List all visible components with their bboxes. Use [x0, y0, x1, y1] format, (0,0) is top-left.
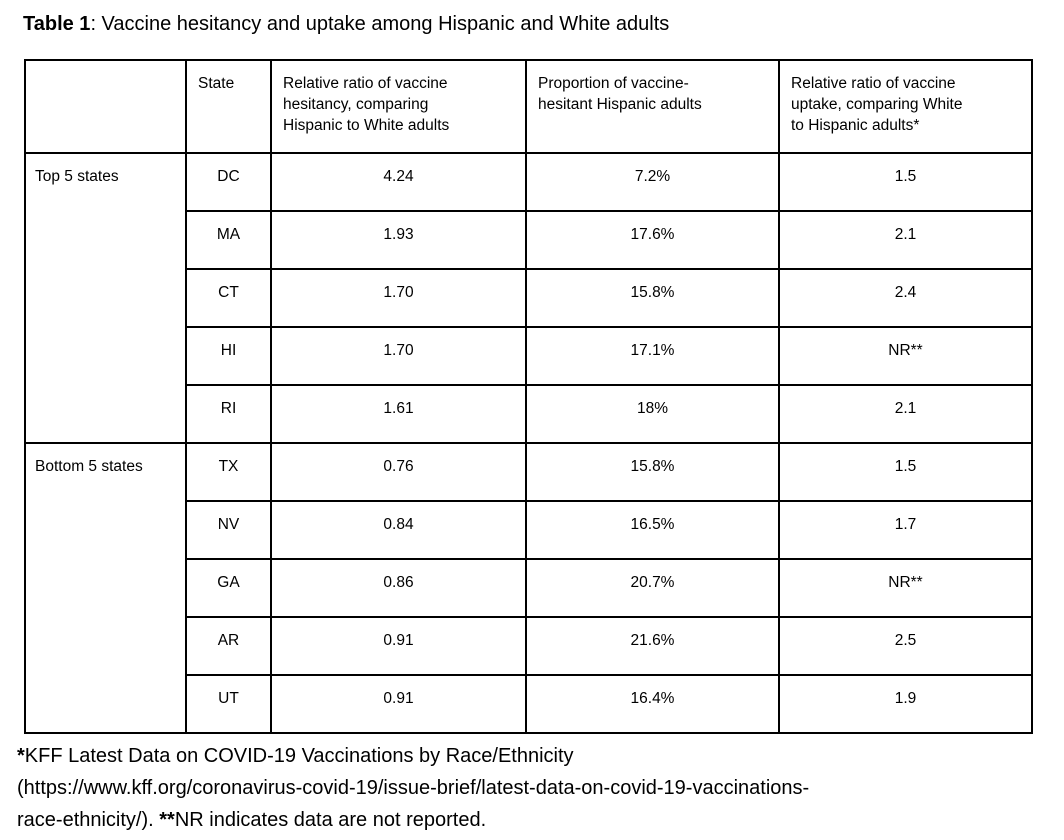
table-row: AR 0.91 21.6% 2.5 — [25, 616, 1033, 676]
footnote-source-text: KFF Latest Data on COVID-19 Vaccinations… — [24, 745, 574, 767]
table-caption-label: Table 1 — [23, 13, 91, 35]
state-cell: NV — [185, 500, 272, 560]
state-cell: GA — [185, 558, 272, 618]
table-caption: Table 1: Vaccine hesitancy and uptake am… — [0, 0, 1064, 38]
state-cell: CT — [185, 268, 272, 328]
footnote-line-1: *KFF Latest Data on COVID-19 Vaccination… — [17, 740, 1064, 772]
hesitancy-ratio-cell: 1.70 — [270, 326, 527, 386]
uptake-ratio-cell: NR** — [778, 326, 1033, 386]
table-row: GA 0.86 20.7% NR** — [25, 558, 1033, 618]
state-cell: TX — [185, 442, 272, 502]
table-caption-text: : Vaccine hesitancy and uptake among His… — [90, 13, 670, 35]
uptake-ratio-cell: 2.4 — [778, 268, 1033, 328]
column-header-state: State — [185, 59, 272, 154]
state-cell: DC — [185, 152, 272, 212]
table-row: MA 1.93 17.6% 2.1 — [25, 210, 1033, 270]
hesitancy-ratio-cell: 1.93 — [270, 210, 527, 270]
proportion-cell: 15.8% — [525, 268, 780, 328]
uptake-ratio-cell: 1.5 — [778, 442, 1033, 502]
hesitancy-ratio-cell: 0.91 — [270, 616, 527, 676]
state-cell: UT — [185, 674, 272, 734]
uptake-ratio-cell: 1.7 — [778, 500, 1033, 560]
state-cell: MA — [185, 210, 272, 270]
table-row: CT 1.70 15.8% 2.4 — [25, 268, 1033, 328]
table-row: Top 5 states DC 4.24 7.2% 1.5 — [24, 152, 1033, 444]
uptake-ratio-cell: 1.5 — [778, 152, 1033, 212]
proportion-cell: 20.7% — [525, 558, 780, 618]
uptake-ratio-cell: 2.5 — [778, 616, 1033, 676]
hesitancy-ratio-cell: 1.61 — [270, 384, 527, 444]
footnote-line-3: race-ethnicity/). **NR indicates data ar… — [17, 804, 1064, 836]
column-header-proportion: Proportion of vaccine- hesitant Hispanic… — [525, 59, 780, 154]
uptake-ratio-cell: 2.1 — [778, 384, 1033, 444]
hesitancy-ratio-cell: 1.70 — [270, 268, 527, 328]
hesitancy-ratio-cell: 0.76 — [270, 442, 527, 502]
footnote-url-text: (https://www.kff.org/coronavirus-covid-1… — [17, 777, 810, 799]
proportion-cell: 17.1% — [525, 326, 780, 386]
table-row: UT 0.91 16.4% 1.9 — [25, 674, 1033, 734]
table-row: HI 1.70 17.1% NR** — [25, 326, 1033, 386]
column-header-empty — [24, 59, 187, 154]
table-row: Bottom 5 states TX 0.76 15.8% 1.5 — [24, 442, 1033, 734]
footnote-url-end-text: race-ethnicity/). — [17, 809, 160, 831]
proportion-cell: 16.5% — [525, 500, 780, 560]
proportion-cell: 7.2% — [525, 152, 780, 212]
uptake-ratio-cell: 2.1 — [778, 210, 1033, 270]
table-row: RI 1.61 18% 2.1 — [25, 384, 1033, 444]
proportion-cell: 16.4% — [525, 674, 780, 734]
state-cell: RI — [185, 384, 272, 444]
uptake-ratio-cell: NR** — [778, 558, 1033, 618]
proportion-cell: 21.6% — [525, 616, 780, 676]
uptake-ratio-cell: 1.9 — [778, 674, 1033, 734]
proportion-cell: 18% — [525, 384, 780, 444]
footnote-nr-text: NR indicates data are not reported. — [174, 809, 487, 831]
footnote-line-2: (https://www.kff.org/coronavirus-covid-1… — [17, 772, 1064, 804]
hesitancy-ratio-cell: 4.24 — [270, 152, 527, 212]
hesitancy-ratio-cell: 0.84 — [270, 500, 527, 560]
hesitancy-ratio-cell: 0.91 — [270, 674, 527, 734]
column-header-hesitancy-ratio: Relative ratio of vaccine hesitancy, com… — [270, 59, 527, 154]
group-label-top-5-states: Top 5 states — [24, 152, 187, 444]
hesitancy-ratio-cell: 0.86 — [270, 558, 527, 618]
state-cell: AR — [185, 616, 272, 676]
footnote-double-asterisk: ** — [159, 809, 175, 831]
footnote-asterisk: * — [17, 745, 25, 767]
state-cell: HI — [185, 326, 272, 386]
table-footnote: *KFF Latest Data on COVID-19 Vaccination… — [17, 740, 1064, 836]
column-header-uptake-ratio: Relative ratio of vaccine uptake, compar… — [778, 59, 1033, 154]
vaccine-table: State Relative ratio of vaccine hesitanc… — [24, 59, 1033, 734]
header-row: State Relative ratio of vaccine hesitanc… — [24, 59, 1033, 154]
proportion-cell: 15.8% — [525, 442, 780, 502]
group-label-bottom-5-states: Bottom 5 states — [24, 442, 187, 734]
proportion-cell: 17.6% — [525, 210, 780, 270]
table-row: NV 0.84 16.5% 1.7 — [25, 500, 1033, 560]
